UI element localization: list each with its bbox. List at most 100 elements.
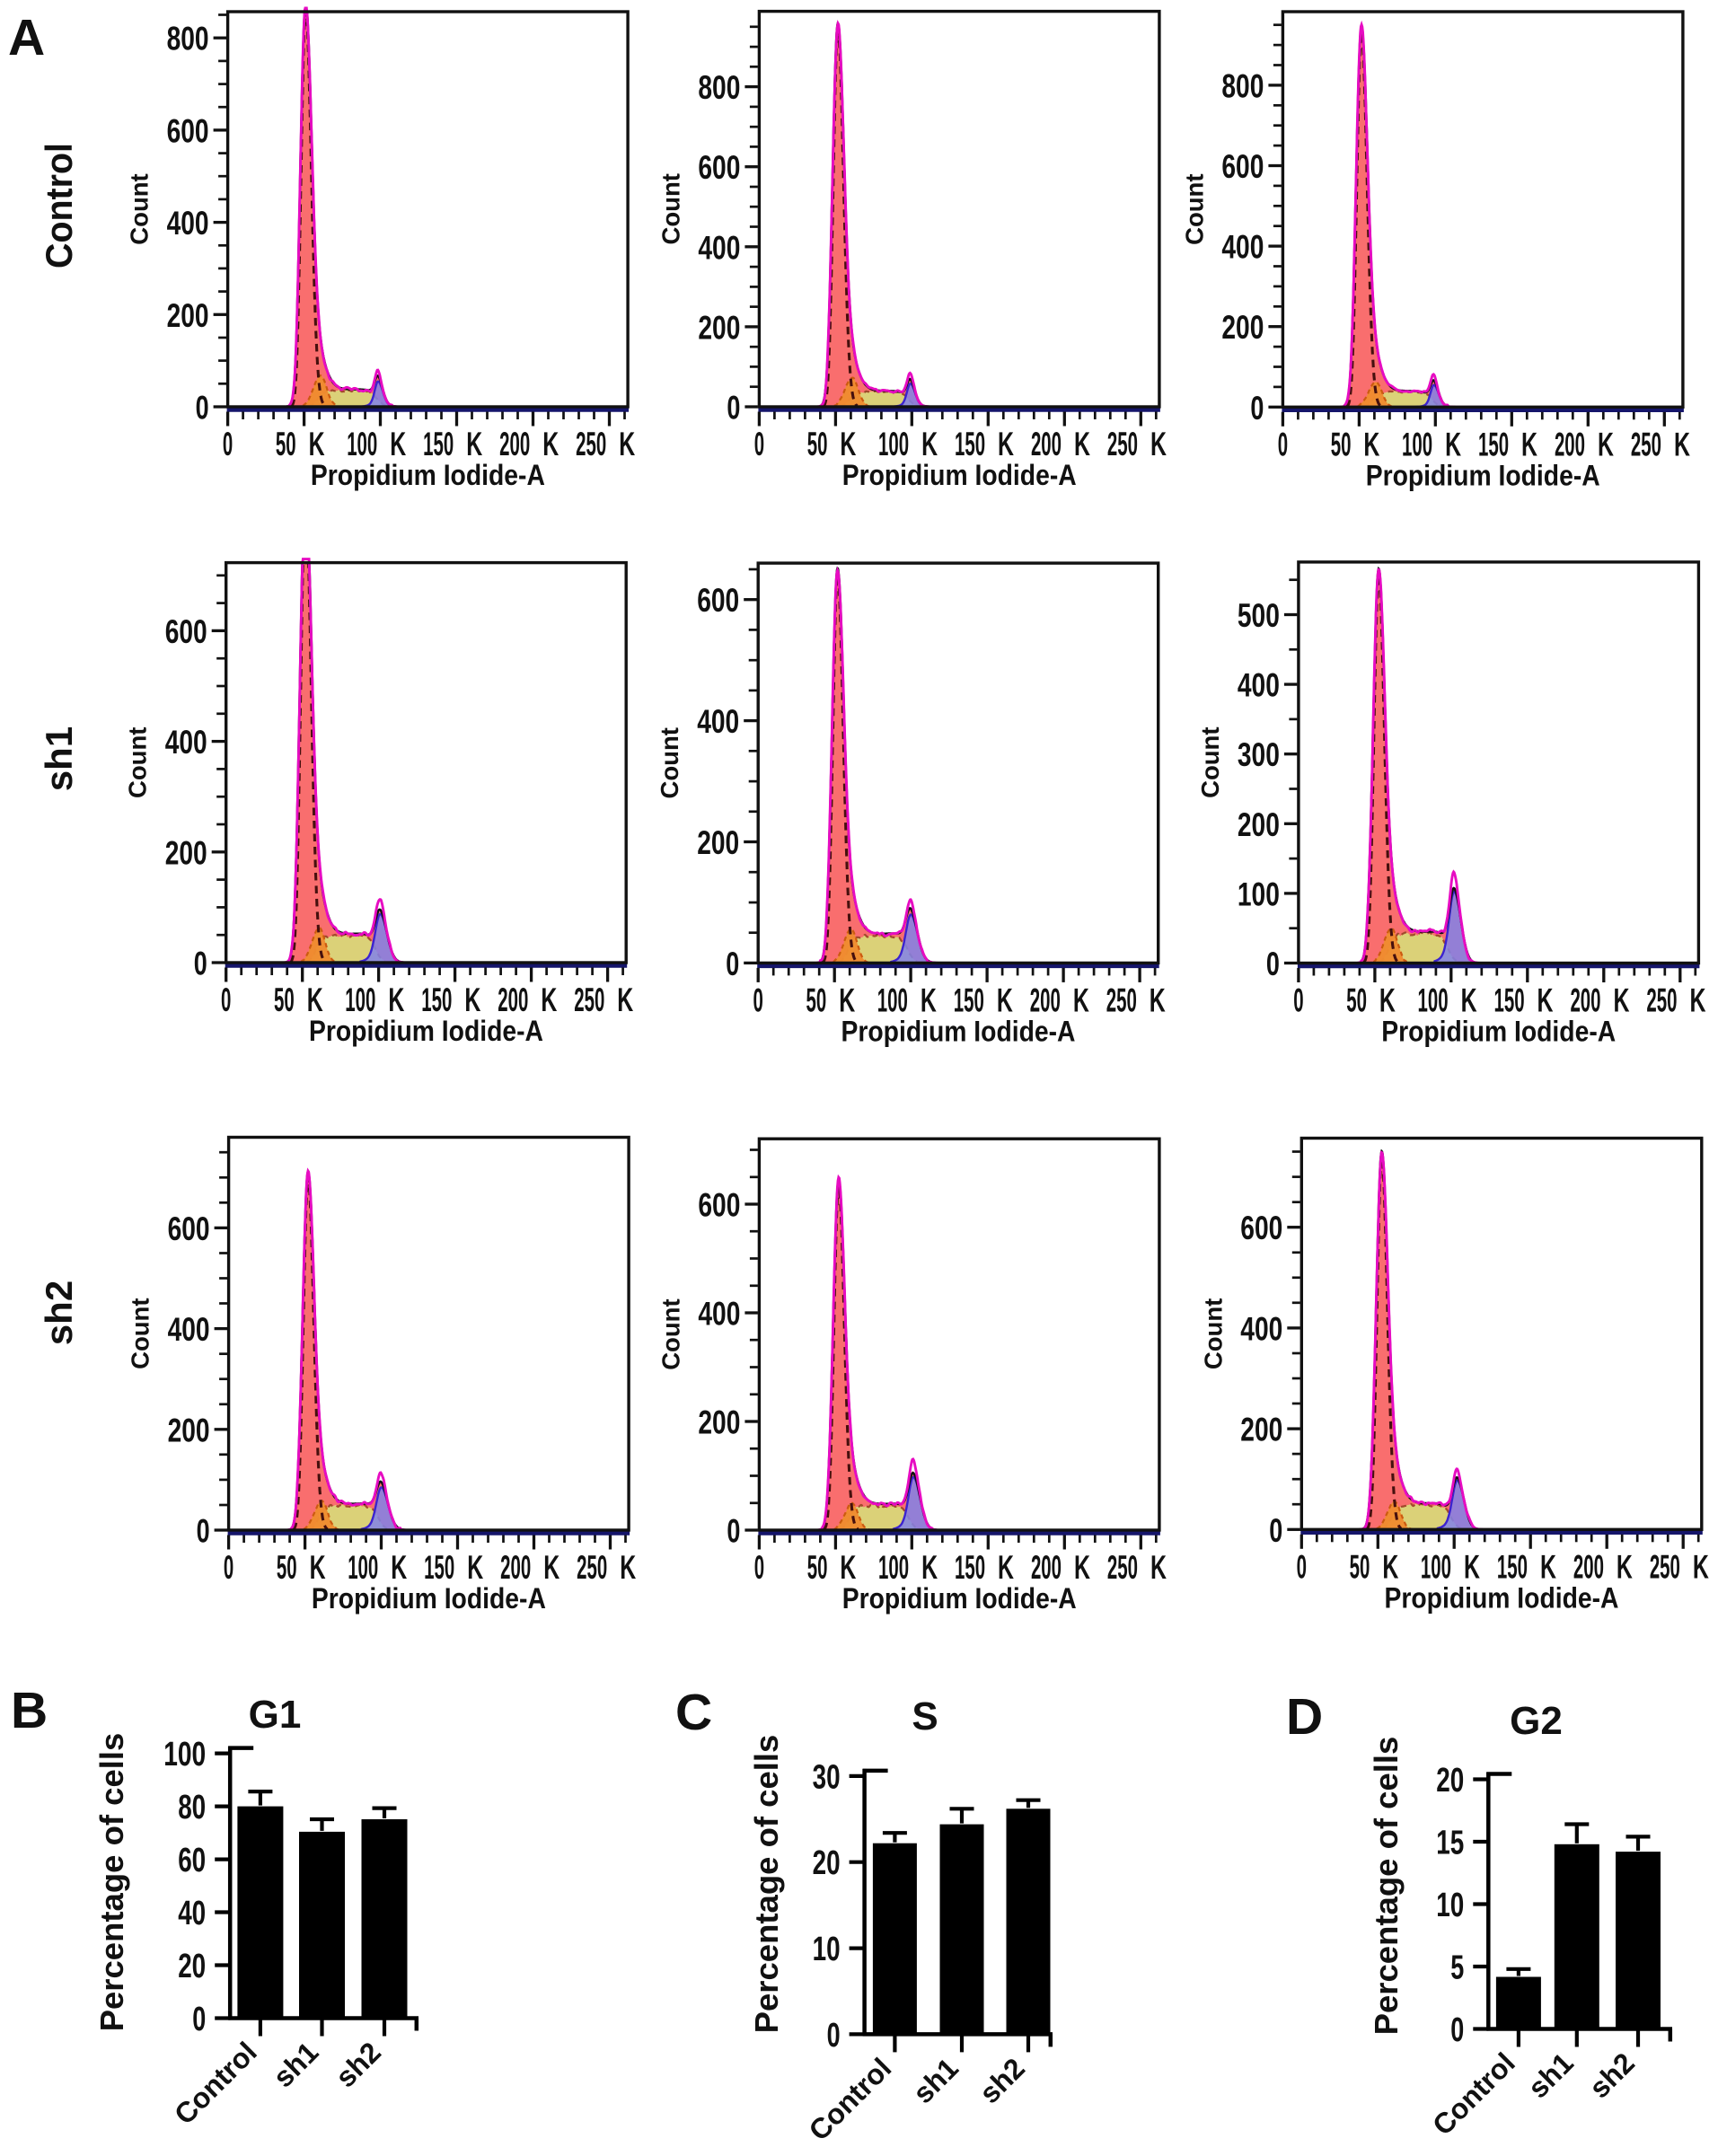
svg-text:600: 600 — [168, 1210, 210, 1247]
svg-text:200: 200 — [697, 824, 739, 861]
svg-text:100: 100 — [878, 427, 909, 463]
svg-text:50: 50 — [807, 427, 828, 463]
svg-text:G1: G1 — [249, 1693, 302, 1737]
svg-text:800: 800 — [698, 69, 740, 106]
svg-text:A: A — [8, 9, 45, 66]
svg-text:Count: Count — [127, 1298, 154, 1368]
svg-text:K: K — [1674, 425, 1690, 462]
svg-text:Propidium Iodide-A: Propidium Iodide-A — [842, 459, 1077, 491]
svg-text:400: 400 — [698, 1296, 740, 1333]
svg-text:100: 100 — [1421, 1549, 1451, 1586]
svg-text:0: 0 — [727, 1513, 740, 1550]
svg-text:600: 600 — [165, 613, 207, 650]
svg-text:200: 200 — [1030, 982, 1061, 1019]
svg-text:250: 250 — [1646, 982, 1677, 1019]
svg-text:100: 100 — [1418, 982, 1449, 1019]
svg-text:0: 0 — [1450, 2011, 1464, 2049]
svg-text:Propidium Iodide-A: Propidium Iodide-A — [1381, 1016, 1616, 1048]
svg-text:Count: Count — [656, 727, 683, 798]
svg-text:200: 200 — [1240, 1412, 1282, 1448]
svg-text:K: K — [921, 425, 938, 462]
svg-text:K: K — [619, 425, 635, 462]
svg-text:K: K — [1379, 981, 1396, 1018]
svg-text:400: 400 — [1221, 229, 1264, 266]
svg-text:200: 200 — [1238, 806, 1280, 843]
svg-text:Count: Count — [656, 1298, 684, 1369]
svg-text:K: K — [840, 425, 856, 462]
svg-text:100: 100 — [878, 1550, 909, 1587]
svg-text:250: 250 — [1107, 1550, 1138, 1587]
svg-text:10: 10 — [1436, 1887, 1464, 1924]
svg-text:K: K — [464, 981, 480, 1018]
svg-text:150: 150 — [1497, 1549, 1528, 1586]
svg-text:600: 600 — [698, 149, 740, 186]
svg-text:200: 200 — [167, 297, 209, 334]
svg-text:K: K — [307, 981, 323, 1018]
svg-text:C: C — [675, 1684, 712, 1741]
svg-text:250: 250 — [576, 427, 606, 463]
svg-text:150: 150 — [955, 427, 985, 463]
svg-text:Count: Count — [124, 727, 152, 798]
svg-text:100: 100 — [348, 1550, 378, 1587]
svg-text:100: 100 — [163, 1736, 206, 1773]
svg-text:K: K — [1598, 425, 1614, 462]
svg-text:0: 0 — [196, 390, 209, 427]
svg-text:50: 50 — [1331, 427, 1352, 463]
svg-text:600: 600 — [167, 112, 209, 149]
svg-text:250: 250 — [1650, 1549, 1680, 1586]
svg-text:100: 100 — [1238, 876, 1280, 912]
svg-text:100: 100 — [347, 427, 377, 463]
svg-text:40: 40 — [178, 1895, 206, 1932]
svg-text:Control: Control — [38, 143, 80, 268]
svg-text:Propidium Iodide-A: Propidium Iodide-A — [312, 1582, 546, 1615]
svg-text:50: 50 — [807, 1550, 828, 1587]
svg-text:K: K — [542, 425, 559, 462]
svg-text:Percentage of cells: Percentage of cells — [1368, 1737, 1405, 2036]
svg-text:K: K — [620, 1548, 636, 1586]
svg-text:200: 200 — [1221, 309, 1264, 346]
svg-text:B: B — [11, 1682, 48, 1739]
svg-text:K: K — [921, 981, 937, 1018]
svg-text:600: 600 — [697, 582, 739, 619]
svg-text:100: 100 — [1402, 427, 1432, 463]
svg-text:600: 600 — [1240, 1210, 1282, 1246]
svg-text:250: 250 — [577, 1550, 607, 1587]
svg-text:Propidium Iodide-A: Propidium Iodide-A — [1366, 459, 1600, 491]
svg-text:Count: Count — [1199, 1298, 1227, 1369]
svg-text:0: 0 — [754, 1550, 764, 1587]
svg-text:K: K — [466, 425, 482, 462]
svg-text:0: 0 — [194, 946, 207, 982]
svg-text:10: 10 — [813, 1931, 841, 1968]
svg-text:200: 200 — [698, 309, 740, 346]
svg-text:K: K — [1445, 425, 1461, 462]
svg-text:K: K — [1074, 1548, 1090, 1586]
svg-text:50: 50 — [1346, 982, 1367, 1019]
svg-text:K: K — [1464, 1547, 1480, 1585]
svg-text:Propidium Iodide-A: Propidium Iodide-A — [309, 1015, 543, 1047]
svg-text:600: 600 — [1221, 148, 1264, 185]
svg-text:800: 800 — [167, 21, 209, 57]
svg-text:50: 50 — [1350, 1549, 1370, 1586]
svg-text:800: 800 — [1221, 67, 1264, 104]
svg-text:Propidium Iodide-A: Propidium Iodide-A — [311, 459, 545, 491]
svg-text:Percentage of cells: Percentage of cells — [748, 1735, 785, 2034]
svg-text:D: D — [1286, 1688, 1323, 1746]
svg-text:K: K — [921, 1548, 938, 1586]
svg-text:Propidium Iodide-A: Propidium Iodide-A — [842, 1582, 1077, 1615]
svg-text:K: K — [998, 1548, 1014, 1586]
svg-text:K: K — [1614, 981, 1630, 1018]
svg-text:0: 0 — [754, 427, 764, 463]
svg-text:250: 250 — [1106, 982, 1137, 1019]
svg-text:K: K — [998, 425, 1014, 462]
svg-text:0: 0 — [753, 982, 763, 1019]
svg-text:100: 100 — [877, 982, 908, 1019]
svg-text:sh2: sh2 — [38, 1280, 80, 1345]
svg-text:K: K — [1150, 425, 1167, 462]
svg-text:500: 500 — [1238, 597, 1280, 634]
svg-text:400: 400 — [167, 205, 209, 242]
svg-text:50: 50 — [276, 427, 296, 463]
svg-text:150: 150 — [424, 1550, 454, 1587]
svg-text:0: 0 — [192, 2001, 206, 2038]
svg-text:K: K — [1617, 1547, 1633, 1585]
svg-text:20: 20 — [813, 1844, 841, 1882]
